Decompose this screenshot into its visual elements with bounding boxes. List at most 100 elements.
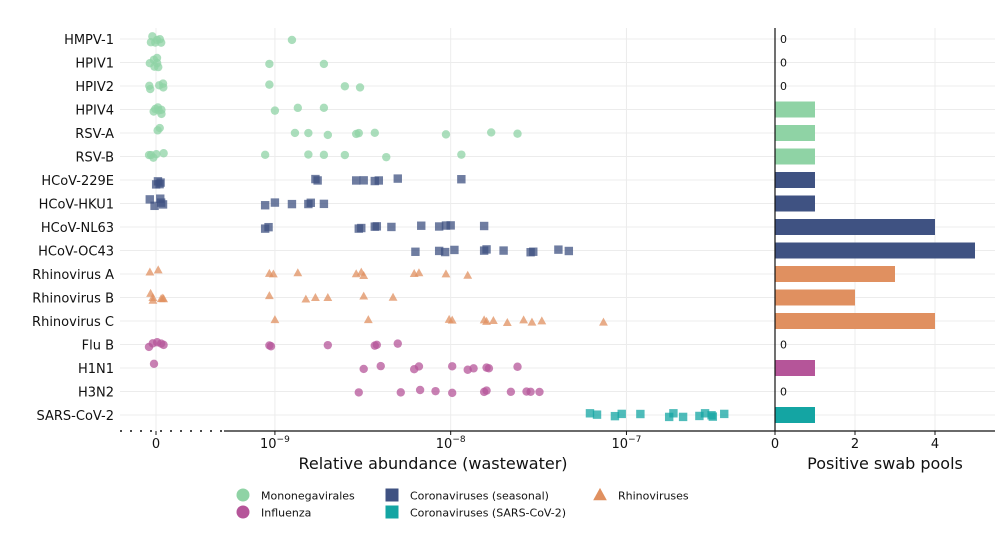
data-point — [357, 223, 366, 233]
legend-item-rhinoviruses: Rhinoviruses — [593, 487, 689, 503]
zero-point — [145, 195, 154, 204]
legend-item-coronaviruses-sars-cov-2: Coronaviruses (SARS-CoV-2) — [385, 505, 566, 520]
zero-point — [154, 81, 164, 90]
data-point — [592, 410, 602, 419]
series-h1n1 — [149, 359, 522, 374]
data-point — [306, 198, 315, 207]
zero-point — [156, 194, 165, 203]
bar-zero-label-hpiv1: 0 — [780, 57, 787, 70]
zero-point — [159, 340, 168, 350]
category-label-hmpv-1: HMPV-1 — [64, 33, 114, 48]
data-point — [293, 268, 303, 277]
data-point — [720, 409, 729, 419]
data-point — [708, 412, 718, 421]
data-point — [340, 82, 350, 91]
bar-rsv-b — [775, 148, 815, 165]
zero-point — [145, 59, 155, 68]
data-point — [319, 103, 329, 113]
series-hcov-229e — [151, 174, 466, 189]
legend-label: Influenza — [261, 507, 311, 520]
data-point — [370, 128, 379, 138]
category-label-hpiv1: HPIV1 — [75, 57, 114, 72]
zero-point — [153, 126, 162, 135]
data-point — [393, 339, 402, 348]
zero-point — [145, 267, 155, 276]
data-point — [415, 385, 425, 395]
data-point — [363, 315, 373, 324]
data-point — [529, 247, 538, 256]
data-point — [372, 222, 382, 231]
bar-zero-label-flu-b: 0 — [780, 339, 787, 352]
data-point — [447, 362, 457, 371]
category-label-hpiv2: HPIV2 — [75, 80, 114, 95]
data-point — [264, 291, 274, 300]
category-label-hpiv4: HPIV4 — [75, 104, 114, 119]
data-point — [387, 222, 396, 232]
data-point — [695, 411, 704, 421]
data-point — [446, 221, 455, 230]
category-label-flu-b: Flu B — [82, 339, 114, 354]
data-point — [463, 270, 473, 279]
series-hcov-nl63 — [260, 221, 489, 233]
category-label-h1n1: H1N1 — [78, 362, 114, 377]
data-point — [440, 247, 450, 257]
bar-tick-label: 0 — [771, 437, 779, 452]
data-point — [351, 176, 361, 185]
data-point — [354, 388, 363, 397]
legend-label: Rhinoviruses — [618, 490, 689, 503]
data-point — [513, 362, 522, 371]
data-point — [469, 364, 478, 373]
legend-item-mononegavirales: Mononegavirales — [236, 488, 355, 503]
zero-point — [145, 81, 154, 91]
data-point — [441, 221, 451, 230]
series-hpiv1 — [145, 53, 329, 72]
category-label-hcov-229e: HCoV-229E — [41, 174, 114, 189]
data-point — [447, 315, 457, 324]
data-point — [457, 175, 466, 184]
bar-zero-label-hpiv2: 0 — [780, 80, 787, 93]
legend-item-influenza: Influenza — [236, 505, 311, 520]
zero-point — [150, 201, 159, 211]
data-point — [382, 152, 391, 162]
data-point — [669, 409, 678, 418]
series-hpiv4 — [149, 103, 329, 119]
legend: Mononegavirales Influenza Coronaviruses (s… — [236, 487, 689, 520]
data-point — [441, 269, 451, 278]
legend-item-coronaviruses-seasonal: Coronaviruses (seasonal) — [385, 488, 549, 503]
data-point — [264, 222, 273, 232]
zero-point — [144, 150, 154, 160]
data-point — [417, 221, 426, 230]
bar-rhinovirus-a — [775, 266, 895, 282]
data-point — [617, 409, 626, 419]
bar-tick-label: 4 — [931, 437, 939, 452]
data-point — [270, 315, 280, 324]
data-point — [354, 128, 363, 138]
data-point — [319, 59, 329, 69]
bar-hcov-hku1 — [775, 195, 815, 212]
x-tick-label: 10−8 — [436, 435, 466, 452]
data-point — [319, 199, 329, 209]
series-rsv-b — [144, 149, 466, 162]
zero-point — [156, 38, 166, 47]
category-label-sars-cov-2: SARS-CoV-2 — [37, 409, 115, 424]
data-point — [301, 294, 311, 303]
legend-label: Mononegavirales — [261, 490, 355, 503]
series-rhinovirus-a — [145, 265, 473, 279]
bar-rsv-a — [775, 125, 815, 141]
data-point — [678, 412, 688, 422]
category-label-rhinovirus-b: Rhinovirus B — [32, 292, 114, 307]
data-point — [388, 292, 398, 301]
legend-marker-circle — [236, 488, 250, 502]
data-point — [323, 130, 333, 140]
swab-bar-panel: 0 0 0 0 0 0 2 4 Positive swab pools — [771, 28, 995, 473]
data-point — [610, 411, 620, 421]
data-point — [376, 361, 385, 371]
data-point — [636, 409, 645, 419]
data-point — [585, 409, 595, 418]
data-point — [519, 315, 529, 324]
data-point — [396, 388, 405, 397]
bar-zero-label-h3n2: 0 — [780, 386, 787, 399]
zero-point — [153, 265, 163, 274]
legend-label: Coronaviruses (SARS-CoV-2) — [410, 507, 566, 520]
